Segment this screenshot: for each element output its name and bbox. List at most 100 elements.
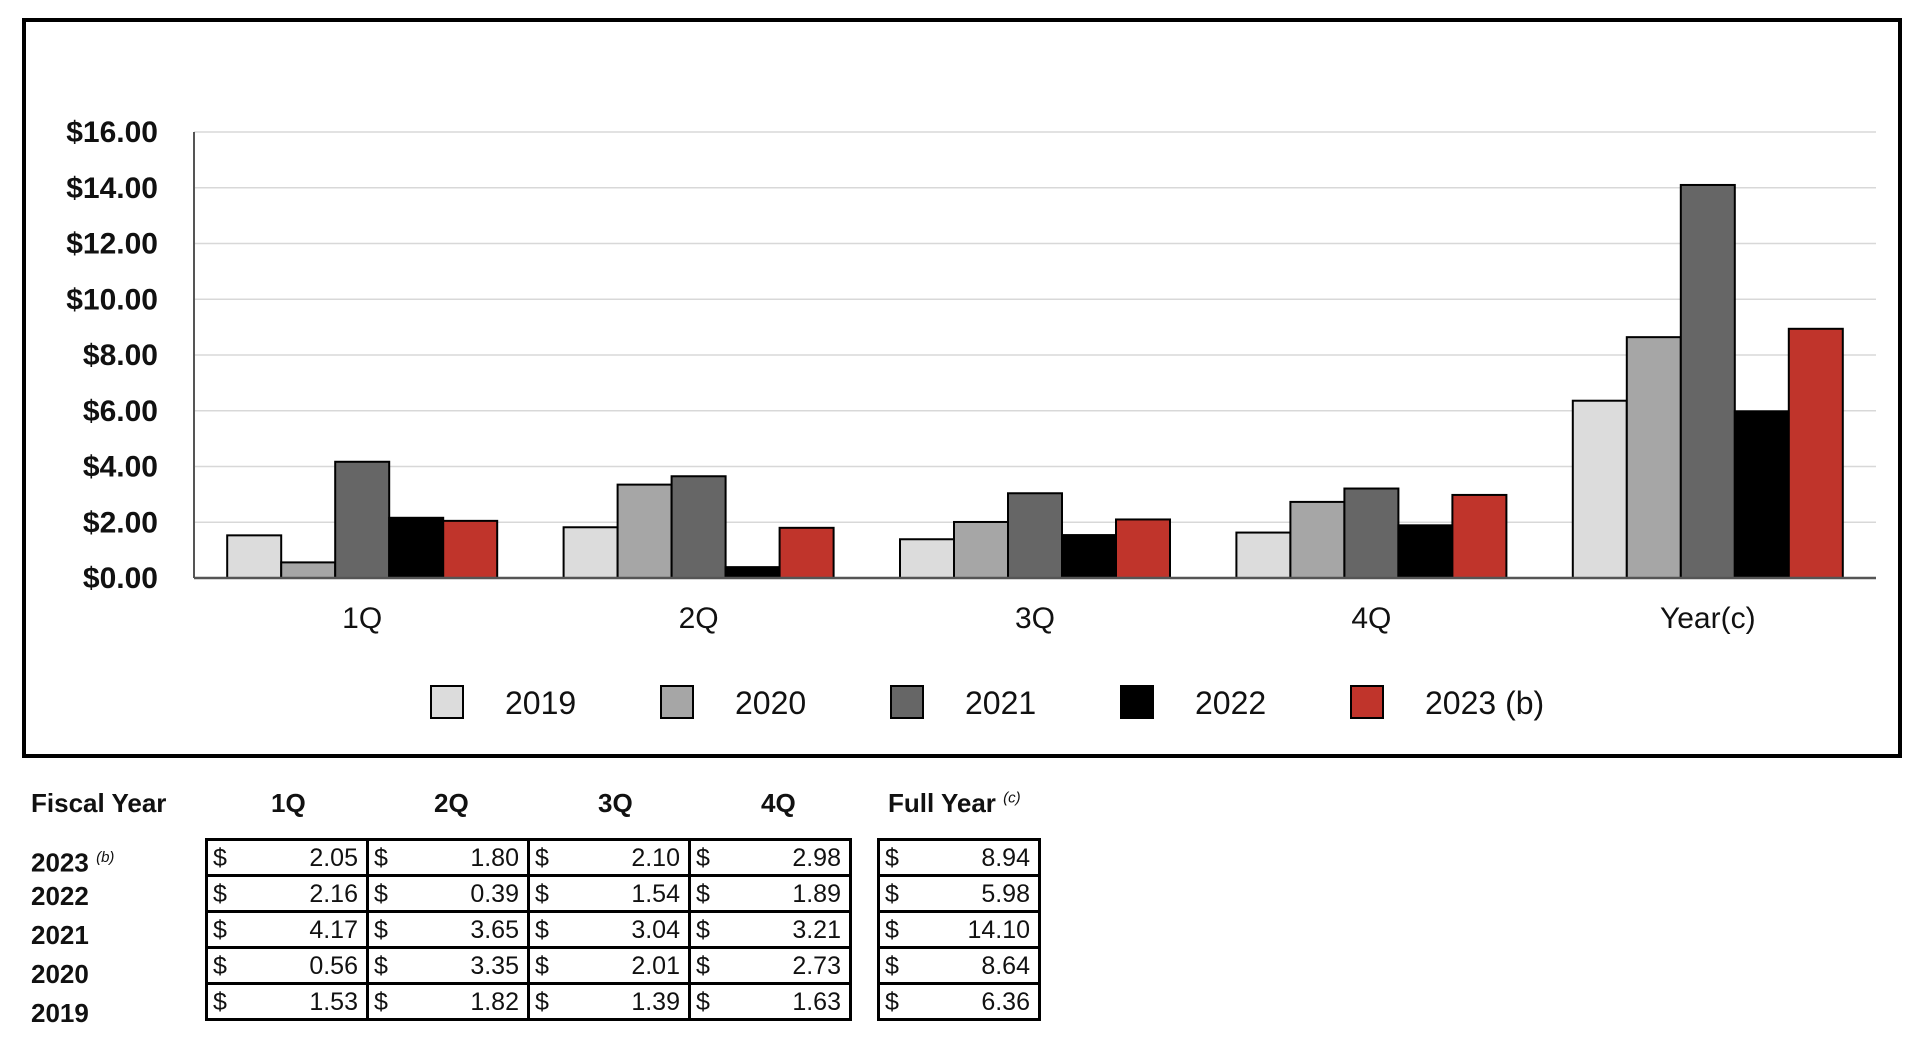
y-tick-label: $4.00 [83,451,158,484]
quarter-cell: $1.80 [366,838,530,877]
cell-value: 2.73 [792,952,841,980]
currency-symbol: $ [213,844,227,872]
cell-value: 4.17 [309,916,358,944]
quarter-cell: $1.39 [527,982,691,1021]
currency-symbol: $ [374,880,388,908]
legend-swatch [1350,685,1384,719]
table-row: $5.98 [877,874,1041,913]
bar [280,561,337,580]
y-tick-label: $6.00 [83,395,158,428]
full-year-cell: $6.36 [877,982,1041,1021]
row-year: 2019 [31,998,89,1028]
full-year-cell: $8.94 [877,838,1041,877]
currency-symbol: $ [696,988,710,1016]
quarter-cell: $1.82 [366,982,530,1021]
x-category-label: 2Q [679,602,719,635]
quarter-cell: $2.98 [688,838,852,877]
legend-label: 2022 [1195,685,1266,721]
currency-symbol: $ [213,880,227,908]
bar [1733,410,1790,579]
bar-chart: $0.00 $2.00 $4.00 $6.00 $8.00 $10.00 $12.00 $14… [66,116,1876,721]
x-category-label: 3Q [1015,602,1055,635]
currency-symbol: $ [374,952,388,980]
bar [670,475,727,580]
x-category-label: 1Q [342,602,382,635]
currency-symbol: $ [213,916,227,944]
cell-value: 2.16 [309,880,358,908]
bar [1007,492,1063,580]
table-row: $4.17 $3.65 $3.04 $3.21 [205,910,852,949]
table-row: $0.56 $3.35 $2.01 $2.73 [205,946,852,985]
bar [899,538,955,579]
cell-value: 3.35 [470,952,519,980]
currency-symbol: $ [213,988,227,1016]
currency-symbol: $ [696,916,710,944]
bar [1787,327,1844,579]
legend-swatch [430,685,464,719]
y-tick-label: $2.00 [83,506,158,539]
row-year-label: 2019 [31,994,89,1033]
bar [778,526,835,580]
cell-value: 0.39 [470,880,519,908]
bar [334,460,391,580]
quarterly-values-table: $2.05 $1.80 $2.10 $2.98 $2.16 $0.39 $1.54 $1.89… [205,838,852,1021]
quarter-cell: $3.04 [527,910,691,949]
quarter-cell: $4.17 [205,910,369,949]
full-year-cell: $14.10 [877,910,1041,949]
currency-symbol: $ [696,952,710,980]
legend-label: 2023 (b) [1425,685,1544,721]
row-year-label: 2022 [31,877,89,916]
bar [562,526,619,579]
quarter-cell: $1.63 [688,982,852,1021]
currency-symbol: $ [696,844,710,872]
legend-swatch [1120,685,1154,719]
bar [724,566,781,579]
cell-value: 0.56 [309,952,358,980]
legend-label: 2019 [505,685,576,721]
quarter-cell: $1.53 [205,982,369,1021]
cell-value: 2.01 [631,952,680,980]
cell-value: 1.53 [309,988,358,1016]
currency-symbol: $ [885,952,899,980]
currency-symbol: $ [374,916,388,944]
x-category-label: 4Q [1351,602,1391,635]
table-row: $1.53 $1.82 $1.39 $1.63 [205,982,852,1021]
row-year: 2022 [31,881,89,911]
row-year: 2020 [31,959,89,989]
table-row: $8.94 [877,838,1041,877]
quarter-cell: $2.05 [205,838,369,877]
legend-label: 2020 [735,685,806,721]
currency-symbol: $ [535,916,549,944]
y-tick-label: $12.00 [66,228,158,261]
bar [616,483,673,579]
y-tick-label: $0.00 [83,562,158,595]
quarter-cell: $2.73 [688,946,852,985]
cell-value: 1.80 [470,844,519,872]
header-2q: 2Q [434,788,469,818]
cell-value: 1.63 [792,988,841,1016]
bar [1289,500,1346,579]
bar [1115,518,1171,579]
currency-symbol: $ [885,880,899,908]
currency-symbol: $ [374,844,388,872]
row-year-note: (b) [96,849,115,866]
legend-swatch [890,685,924,719]
currency-symbol: $ [374,988,388,1016]
row-year-label: 2021 [31,916,89,955]
quarter-cell: $2.01 [527,946,691,985]
currency-symbol: $ [213,952,227,980]
quarter-cell: $2.10 [527,838,691,877]
bar [1397,524,1454,580]
cell-value: 8.94 [981,844,1030,872]
bar [1679,183,1736,579]
bar [442,519,499,580]
quarter-cell: $3.21 [688,910,852,949]
quarter-cell: $3.35 [366,946,530,985]
header-full-year: Full Year (c) [888,788,1021,819]
bar [226,534,283,580]
header-1q: 1Q [271,788,306,818]
currency-symbol: $ [885,988,899,1016]
row-year: 2021 [31,920,89,950]
row-year-label: 2023 (b) [31,838,115,878]
y-tick-label: $16.00 [66,116,158,149]
